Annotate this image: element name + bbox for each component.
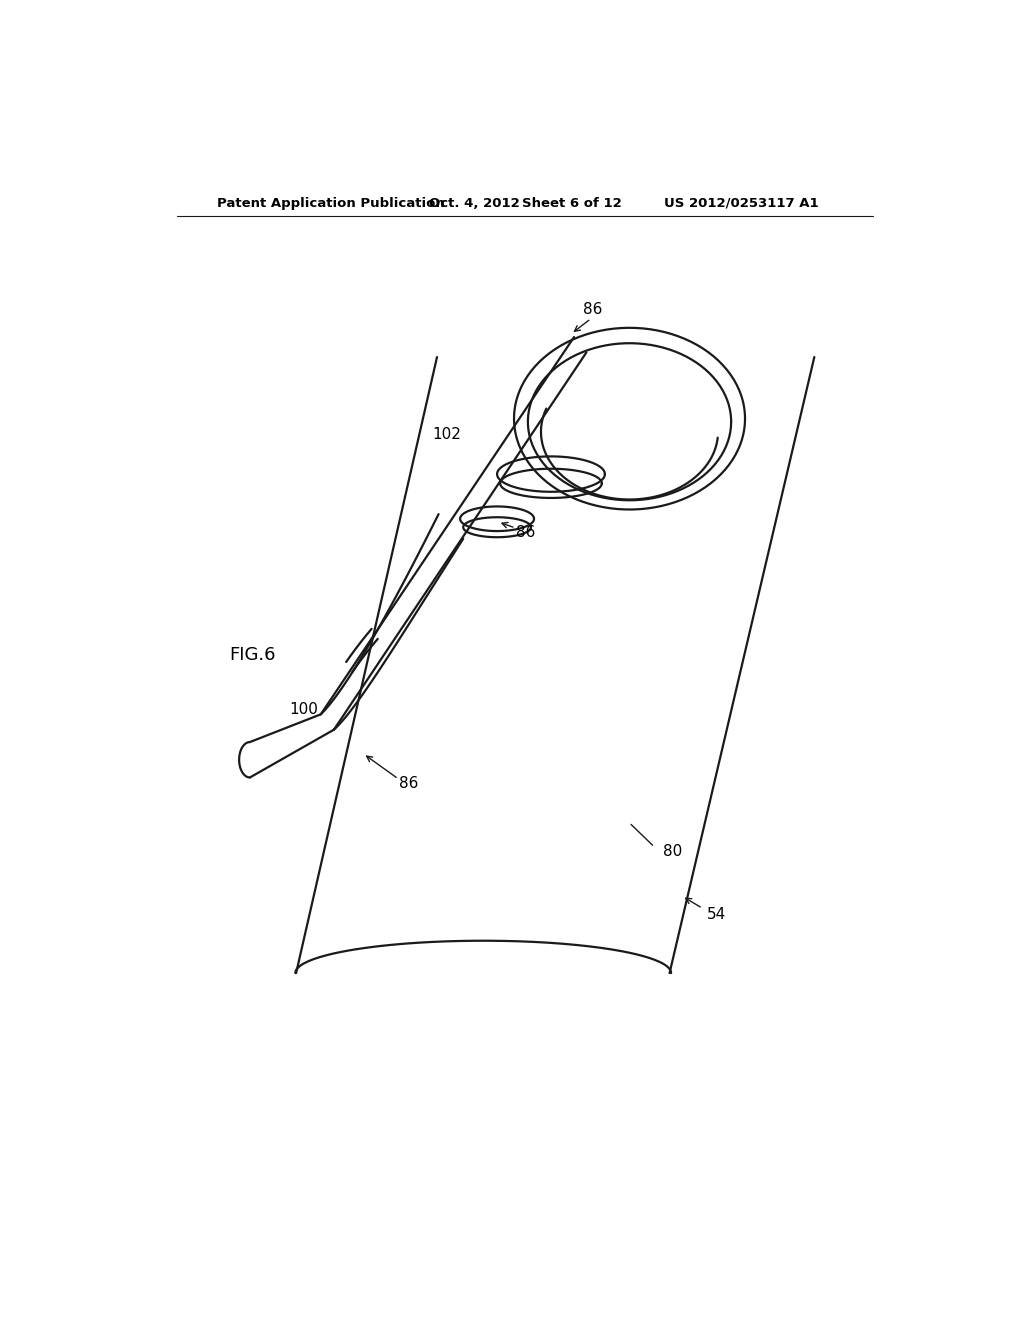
Text: 86: 86 <box>583 302 602 317</box>
Text: 86: 86 <box>398 776 418 791</box>
Text: FIG.6: FIG.6 <box>229 645 275 664</box>
Text: Oct. 4, 2012: Oct. 4, 2012 <box>429 197 520 210</box>
Text: 86: 86 <box>515 525 535 540</box>
Text: Sheet 6 of 12: Sheet 6 of 12 <box>521 197 622 210</box>
Text: US 2012/0253117 A1: US 2012/0253117 A1 <box>665 197 819 210</box>
Text: 102: 102 <box>432 426 461 442</box>
Text: 100: 100 <box>290 702 318 717</box>
Text: 80: 80 <box>664 843 683 859</box>
Text: 54: 54 <box>707 907 726 923</box>
Text: Patent Application Publication: Patent Application Publication <box>217 197 444 210</box>
